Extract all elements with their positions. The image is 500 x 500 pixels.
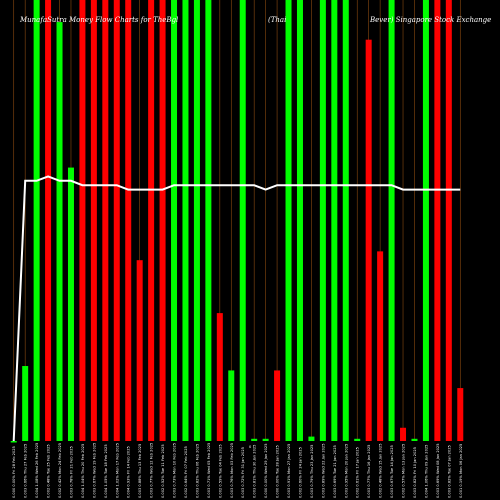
flow-bar xyxy=(79,0,85,441)
flow-bar xyxy=(320,0,326,441)
flow-bar xyxy=(240,0,246,441)
x-tick-label: 0.003 0.89% Wed 22 Jan 2025 xyxy=(321,443,325,498)
flow-bar xyxy=(400,428,406,441)
flow-bar xyxy=(434,0,440,441)
flow-bar xyxy=(251,439,257,441)
flow-bar xyxy=(34,0,40,441)
x-tick-label: 0.000 0.00% Wed 29 Jan 2025 xyxy=(264,443,268,498)
x-tick-label: 0.004 1.08% Wed 26 Feb 2025 xyxy=(35,443,39,498)
x-tick-label: 0.002 0.42% Mon 24 Feb 2025 xyxy=(58,443,62,498)
flow-bar xyxy=(263,439,269,441)
flow-bar xyxy=(57,22,63,441)
flow-bar xyxy=(228,370,234,441)
flow-bar xyxy=(68,168,74,441)
flow-bar xyxy=(194,0,200,441)
x-tick-label: 0.003 0.78% Fri 21 Feb 2025 xyxy=(69,446,73,498)
x-tick-label: 0.003 0.73% Mon 10 Feb 2025 xyxy=(173,443,177,498)
flow-bar xyxy=(446,0,452,441)
x-tick-label: 0.003 0.91% Mon 27 Jan 2025 xyxy=(287,444,291,498)
flow-bar xyxy=(366,40,372,441)
x-tick-label: 0.003 0.72% Fri 31 Jan 2025 xyxy=(241,447,245,498)
flow-bar xyxy=(377,251,383,441)
x-tick-label: 0.000 0.00% Tue 28 Jan 2025 xyxy=(276,445,280,498)
x-tick-label: 0.001 0.19% Mon 06 Jan 2025 xyxy=(459,444,463,498)
x-tick-label: 0.003 0.71% Wed 05 Feb 2025 xyxy=(207,443,211,498)
x-tick-label: 0.003 0.82% Fri 10 Jan 2025 xyxy=(413,447,417,498)
flow-bar xyxy=(148,0,154,441)
flow-bar xyxy=(11,441,17,443)
x-tick-label: 0.003 0.69% Tue 21 Jan 2025 xyxy=(333,445,337,498)
x-tick-label: 0.003 0.67% Tue 14 Jan 2025 xyxy=(390,445,394,498)
flow-bar xyxy=(286,0,292,441)
flow-bar xyxy=(411,439,417,441)
flow-bar xyxy=(45,0,51,441)
x-tick-label: 0.002 0.64% Fri 07 Feb 2025 xyxy=(184,446,188,498)
flow-bar xyxy=(102,0,108,441)
chart-title-middle: (Thai xyxy=(268,16,286,24)
flow-bar xyxy=(91,0,97,441)
x-tick-label: 0.004 0.93% Fri 14 Feb 2025 xyxy=(127,446,131,498)
x-tick-label: 0.002 0.60% Fri 24 Jan 2025 xyxy=(298,447,302,498)
x-tick-label: 0.004 1.06% Thu 09 Jan 2025 xyxy=(424,445,428,498)
flow-bar xyxy=(171,0,177,441)
x-tick-label: 0.003 0.88% Thu 13 Feb 2025 xyxy=(138,444,142,498)
x-tick-label: 0.003 0.67% Wed 19 Feb 2025 xyxy=(92,443,96,498)
x-tick-label: 0.000 0.00% Fri 28 Feb 2025 xyxy=(12,446,16,498)
x-tick-label: 0.002 0.48% Wed 15 Jan 2025 xyxy=(379,443,383,498)
flow-bar xyxy=(389,0,395,441)
x-tick-label: 0.003 0.77% Wed 12 Feb 2025 xyxy=(150,443,154,498)
flow-bar xyxy=(137,260,143,441)
flow-bar xyxy=(297,0,303,441)
flow-bar xyxy=(423,0,429,441)
x-tick-label: 0.002 0.52% Tue 11 Feb 2025 xyxy=(161,444,165,498)
flow-bar xyxy=(457,388,463,441)
x-tick-label: 0.003 0.69% Wed 08 Jan 2025 xyxy=(436,443,440,498)
flow-bar xyxy=(308,437,314,441)
flow-bar xyxy=(22,366,28,441)
x-tick-label: 0.003 0.82% Tue 07 Jan 2025 xyxy=(447,445,451,498)
flow-bar xyxy=(114,0,120,441)
flow-bar xyxy=(125,0,131,441)
flow-bar xyxy=(182,0,188,441)
flow-bar xyxy=(343,0,349,441)
x-tick-label: 0.004 1.04% Thu 20 Feb 2025 xyxy=(81,444,85,498)
flow-bar xyxy=(331,0,337,441)
chart-title-right: Bever) Singapore Stock Exchange xyxy=(369,16,491,24)
x-tick-label: 0.002 0.59% Tue 04 Feb 2025 xyxy=(218,444,222,498)
flow-bar xyxy=(274,370,280,441)
chart-title-left: MunafaSutra Money Flow Charts for TheBgl xyxy=(19,16,178,24)
x-tick-label: 0.002 0.48% Tue 25 Feb 2025 xyxy=(47,444,51,498)
x-tick-label: 0.004 1.02% Mon 17 Feb 2025 xyxy=(115,443,119,498)
x-tick-label: 0.003 0.81% Thu 30 Jan 2025 xyxy=(253,445,257,498)
flow-bar xyxy=(160,0,166,441)
x-tick-label: 0.003 0.77% Thu 16 Jan 2025 xyxy=(367,445,371,498)
x-tick-label: 0.002 0.61% Fri 17 Jan 2025 xyxy=(356,447,360,498)
flow-bar xyxy=(217,313,223,441)
x-tick-label: 0.003 0.79% Thu 23 Jan 2025 xyxy=(310,445,314,498)
x-tick-label: 0.003 0.66% Thu 27 Feb 2025 xyxy=(24,444,28,498)
flow-bar xyxy=(205,0,211,441)
x-tick-label: 0.003 0.76% Mon 03 Feb 2025 xyxy=(230,443,234,498)
x-tick-label: 0.003 0.95% Mon 20 Jan 2025 xyxy=(344,444,348,498)
x-tick-label: 0.004 1.05% Tue 18 Feb 2025 xyxy=(104,444,108,498)
flow-bar xyxy=(354,439,360,441)
x-tick-label: 0.002 0.57% Mon 13 Jan 2025 xyxy=(402,444,406,498)
x-tick-label: 0.003 0.82% Thu 06 Feb 2025 xyxy=(195,444,199,498)
